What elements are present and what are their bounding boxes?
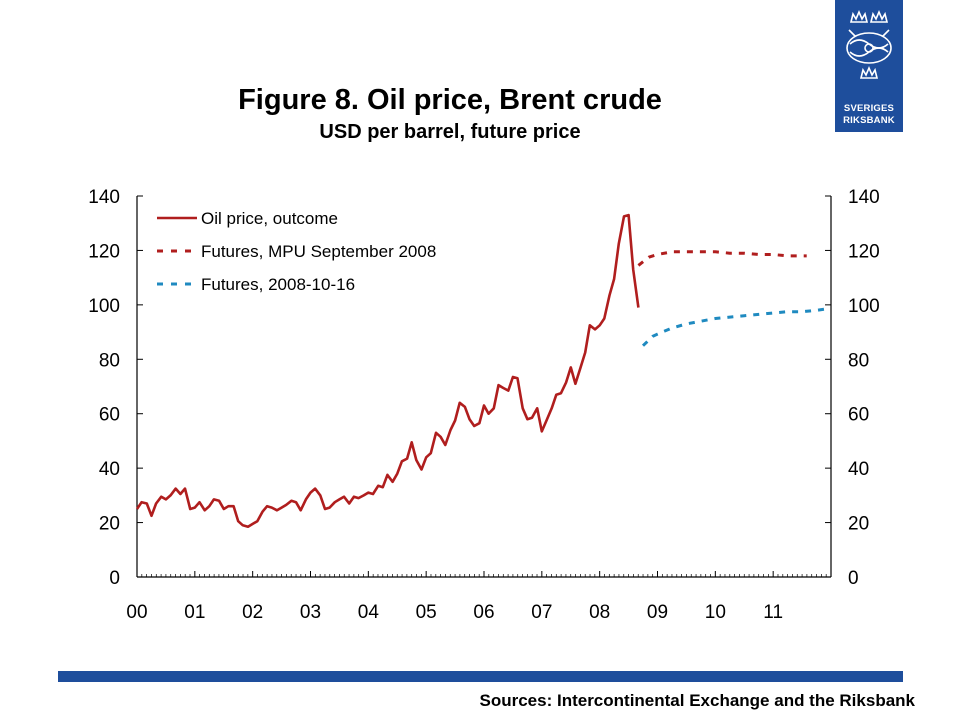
y-tick-label-right: 60 [848, 405, 869, 426]
y-tick-label-left: 80 [99, 350, 120, 371]
series-line-1 [135, 213, 640, 528]
x-tick-label: 03 [300, 602, 321, 623]
chart-title: Figure 8. Oil price, Brent crude [238, 84, 662, 116]
y-tick-label-left: 0 [109, 568, 120, 589]
logo-text-line2: RIKSBANK [843, 115, 895, 126]
x-tick-label: 10 [705, 602, 726, 623]
y-tick-label-right: 80 [848, 350, 869, 371]
y-tick-label-left: 120 [88, 241, 120, 262]
riksbank-crest-icon [846, 9, 892, 79]
x-tick-label: 00 [126, 602, 147, 623]
y-tick-label-right: 120 [848, 241, 880, 262]
logo-text-line1: SVERIGES [843, 103, 895, 114]
chart-series [135, 213, 827, 528]
source-note: Sources: Intercontinental Exchange and t… [479, 691, 916, 710]
y-tick-label-left: 100 [88, 296, 120, 317]
x-tick-label: 09 [647, 602, 668, 623]
y-tick-label-left: 40 [99, 459, 120, 480]
y-tick-label-right: 0 [848, 568, 859, 589]
x-tick-label: 08 [589, 602, 610, 623]
y-tick-label-right: 100 [848, 296, 880, 317]
chart-legend: Oil price, outcome Futures, MPU September… [157, 209, 436, 294]
legend-label-1: Oil price, outcome [201, 209, 338, 228]
x-tick-label: 04 [358, 602, 380, 623]
y-tick-label-right: 140 [848, 187, 880, 208]
legend-label-3: Futures, 2008-10-16 [201, 275, 355, 294]
x-tick-label: 11 [763, 602, 783, 623]
x-tick-label: 06 [473, 602, 494, 623]
x-tick-label: 07 [531, 602, 552, 623]
x-tick-label: 02 [242, 602, 263, 623]
y-tick-label-right: 40 [848, 459, 869, 480]
footer-bar [58, 671, 903, 682]
y-tick-label-left: 60 [99, 405, 120, 426]
y-tick-label-left: 140 [88, 187, 120, 208]
y-tick-label-left: 20 [99, 514, 120, 535]
y-tick-label-right: 20 [848, 514, 869, 535]
series-line-3 [641, 307, 827, 347]
x-tick-label: 01 [184, 602, 205, 623]
series-line-2 [637, 250, 807, 267]
riksbank-logo: SVERIGES RIKSBANK [835, 0, 903, 132]
x-tick-label: 05 [416, 602, 437, 623]
legend-label-2: Futures, MPU September 2008 [201, 242, 436, 261]
chart-subtitle: USD per barrel, future price [319, 121, 581, 143]
